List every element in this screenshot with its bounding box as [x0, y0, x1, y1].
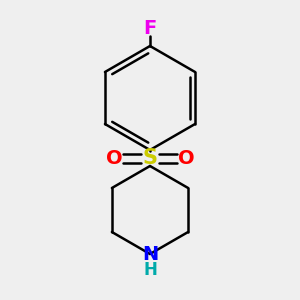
Text: S: S [142, 148, 158, 168]
Text: O: O [178, 148, 194, 167]
Text: F: F [143, 19, 157, 38]
Text: O: O [106, 148, 122, 167]
Text: N: N [142, 244, 158, 263]
Text: H: H [143, 261, 157, 279]
